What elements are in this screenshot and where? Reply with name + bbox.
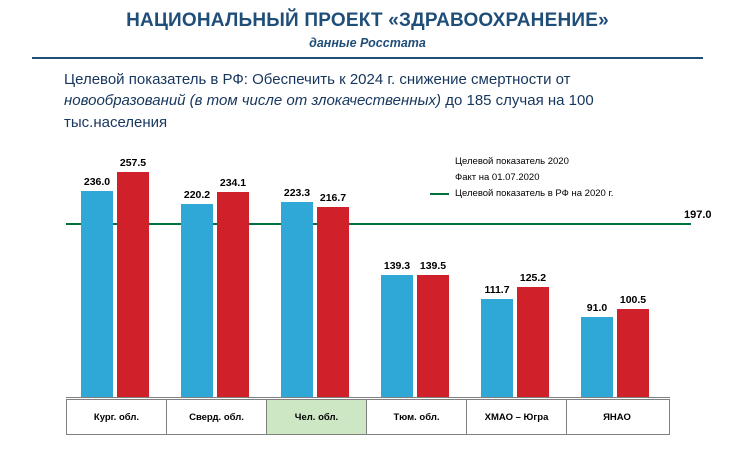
bar-group: 220.2 234.1 — [168, 152, 264, 397]
legend-label-fact: Факт на 01.07.2020 — [455, 172, 540, 183]
bar-value-label: 234.1 — [219, 177, 247, 190]
bar — [81, 190, 113, 397]
reference-line-value: 197.0 — [684, 208, 712, 221]
lead-text-part2: до 185 случая на 100 тыс.населения — [64, 92, 594, 131]
legend-label-target-2020: Целевой показатель 2020 — [455, 156, 569, 167]
bar — [617, 309, 649, 397]
category-label: Чел. обл. — [267, 400, 367, 434]
bar — [117, 171, 149, 397]
bar — [381, 275, 413, 397]
page-subtitle: данные Росстата — [309, 36, 426, 50]
legend-item-target-2020: Целевой показатель 2020 — [430, 156, 613, 167]
bar-value-label: 91.0 — [586, 302, 608, 315]
bar-chart: 197.0 236.0 257.5 220.2 234.1 223.3 216.7 139.3… — [58, 152, 712, 437]
bar-value-label: 257.5 — [119, 156, 147, 169]
bar-value-label: 220.2 — [183, 189, 211, 202]
reference-line — [66, 222, 691, 225]
bar-value-label: 236.0 — [83, 175, 111, 188]
category-label: ХМАО – Югра — [467, 400, 567, 434]
bar-group: 111.7 125.2 — [468, 152, 564, 397]
lead-paragraph: Целевой показатель в РФ: Обеспечить к 20… — [64, 69, 679, 133]
bar-value-label: 125.2 — [519, 272, 547, 285]
bar — [417, 274, 449, 397]
lead-text-italic: новообразований (в том числе от злокачес… — [64, 92, 442, 110]
bar-value-label: 223.3 — [283, 186, 311, 199]
bar — [281, 201, 313, 397]
bar — [481, 299, 513, 397]
bar — [517, 287, 549, 397]
bar — [217, 192, 249, 397]
legend-item-fact: Факт на 01.07.2020 — [430, 172, 613, 183]
bar-value-label: 111.7 — [484, 284, 510, 297]
bar-group: 236.0 257.5 — [68, 152, 164, 397]
bar-group: 139.3 139.5 — [368, 152, 464, 397]
legend-item-reference-line: Целевой показатель в РФ на 2020 г. — [430, 188, 613, 199]
category-axis: Кург. обл. Сверд. обл. Чел. обл. Тюм. обл. Х… — [66, 399, 670, 435]
category-label: Тюм. обл. — [367, 400, 467, 434]
category-label: Кург. обл. — [67, 400, 167, 434]
bar-group: 223.3 216.7 — [268, 152, 364, 397]
bar — [581, 317, 613, 397]
bar-group: 91.0 100.5 — [568, 152, 664, 397]
bar-value-label: 139.3 — [383, 260, 411, 273]
bar-value-label: 216.7 — [319, 192, 347, 205]
lead-text-part1: Целевой показатель в РФ: Обеспечить к 20… — [64, 71, 571, 88]
plot-area: 197.0 236.0 257.5 220.2 234.1 223.3 216.7 139.3… — [66, 152, 712, 397]
header-divider — [32, 57, 703, 59]
page-title: НАЦИОНАЛЬНЫЙ ПРОЕКТ «ЗДРАВООХРАНЕНИЕ» — [126, 10, 609, 31]
legend-swatch-line — [430, 192, 449, 195]
bar — [181, 204, 213, 397]
x-axis-line — [66, 397, 670, 398]
chart-legend: Целевой показатель 2020 Факт на 01.07.20… — [430, 156, 613, 204]
bar — [317, 207, 349, 397]
bar-value-label: 139.5 — [419, 259, 447, 272]
legend-label-reference-line: Целевой показатель в РФ на 2020 г. — [455, 188, 614, 199]
bar-value-label: 100.5 — [619, 294, 647, 307]
category-label: ЯНАО — [603, 411, 631, 423]
category-label: Сверд. обл. — [167, 400, 267, 434]
